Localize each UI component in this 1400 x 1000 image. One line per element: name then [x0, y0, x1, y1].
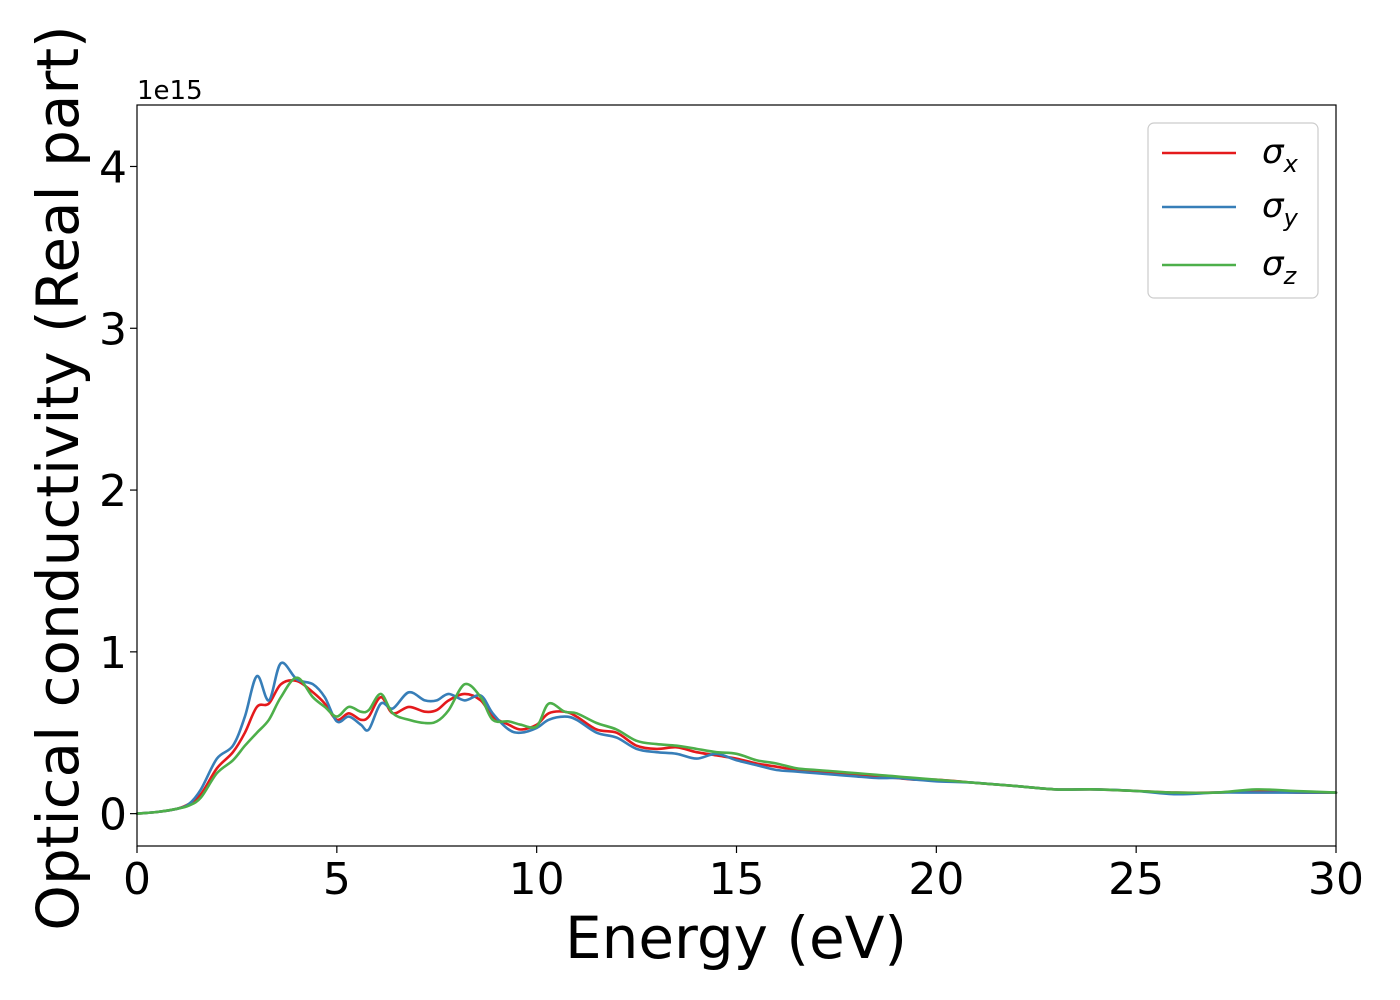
series-line-sigma-y [135, 661, 1338, 815]
y-tick-label: 0 [99, 790, 127, 841]
y-axis-ticks: 0 1 2 3 4 [99, 142, 137, 841]
x-tick-label: 25 [1108, 854, 1164, 905]
legend-box [1147, 122, 1319, 299]
legend-label-sigma-y: σy [1262, 186, 1299, 232]
legend: σx σy σz [1147, 122, 1319, 299]
x-tick-label: 10 [509, 854, 565, 905]
x-tick-label: 30 [1308, 854, 1364, 905]
series-line-sigma-z [135, 676, 1338, 815]
y-offset-label: 1e15 [137, 76, 203, 106]
x-tick-label: 20 [908, 854, 964, 905]
y-tick-label: 4 [99, 142, 127, 193]
y-tick-label: 1 [99, 628, 127, 679]
legend-label-sigma-z: σz [1262, 244, 1298, 290]
x-tick-label: 5 [323, 854, 351, 905]
y-tick-label: 3 [99, 304, 127, 355]
plot-lines [135, 661, 1338, 815]
x-tick-label: 0 [123, 854, 151, 905]
legend-label-sigma-x: σx [1262, 132, 1299, 178]
x-axis-label: Energy (eV) [565, 904, 907, 972]
y-tick-label: 2 [99, 466, 127, 517]
x-tick-label: 15 [709, 854, 765, 905]
y-axis-label: Optical conductivity (Real part) [24, 25, 92, 930]
x-axis-ticks: 0 5 10 15 20 25 30 [123, 846, 1364, 905]
